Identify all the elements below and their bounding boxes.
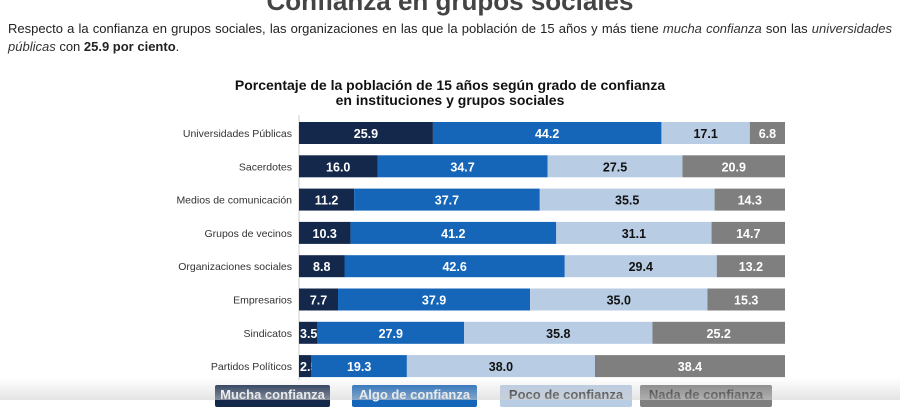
bar-segment <box>299 255 345 278</box>
data-label: 8.8 <box>313 260 330 274</box>
bar-segment <box>539 188 715 211</box>
bar-segment <box>299 355 312 378</box>
data-label: 6.8 <box>759 127 776 141</box>
category-label: Grupos de vecinos <box>204 228 292 240</box>
intro-emphasis: mucha confianza <box>662 21 762 36</box>
bar-segment <box>299 155 378 178</box>
bar-segment <box>350 221 557 244</box>
data-label: 16.0 <box>326 160 350 174</box>
intro-text: Respecto a la confianza en grupos social… <box>8 21 663 36</box>
data-label: 25.2 <box>707 327 731 341</box>
intro-emphasis: universidades públicas <box>8 21 893 54</box>
bar-segment <box>682 155 785 178</box>
bar-segment <box>464 321 653 344</box>
bar-segment <box>299 221 351 244</box>
bar-segment <box>564 255 717 278</box>
data-label: 37.9 <box>422 294 446 308</box>
bar-segment <box>377 155 548 178</box>
intro-paragraph: Respecto a la confianza en grupos social… <box>8 20 892 56</box>
bar-segment <box>594 355 785 378</box>
intro-text: con <box>55 39 84 54</box>
data-label: 10.3 <box>313 227 337 241</box>
bar-segment <box>299 188 355 211</box>
section-heading: Confianza en grupos sociales <box>266 0 634 16</box>
bar-segment <box>432 122 662 144</box>
bar-segment <box>338 288 531 311</box>
bar-segment <box>299 288 339 311</box>
data-label: 20.9 <box>722 160 746 174</box>
bar-segment <box>317 321 465 344</box>
data-label: 37.7 <box>435 194 459 208</box>
category-label: Sindicatos <box>244 328 292 340</box>
intro-text: son las <box>761 21 812 36</box>
bar-segment <box>406 355 595 378</box>
data-label: 17.1 <box>693 127 717 141</box>
category-label: Medios de comunicación <box>176 195 292 207</box>
intro-text: . <box>175 39 180 54</box>
data-label: 34.7 <box>450 160 474 174</box>
data-label: 27.5 <box>603 160 627 174</box>
data-label: 3.5 <box>300 327 317 341</box>
data-label: 35.8 <box>546 327 570 341</box>
category-label: Organizaciones sociales <box>178 261 292 273</box>
data-label: 31.1 <box>622 227 646 241</box>
bar-segment <box>547 155 683 178</box>
data-label: 14.7 <box>736 227 760 241</box>
data-label: 42.6 <box>442 260 466 274</box>
bar-segment <box>652 321 785 344</box>
bar-segment <box>716 255 785 278</box>
data-label: 35.0 <box>607 294 631 308</box>
data-label: 35.5 <box>615 194 639 208</box>
data-label: 14.3 <box>738 194 762 208</box>
bar-segment <box>311 355 407 378</box>
data-label: 13.2 <box>739 260 763 274</box>
bar-segment <box>711 221 785 244</box>
data-label: 25.9 <box>354 127 378 141</box>
data-label: 15.3 <box>734 294 758 308</box>
data-label: 38.4 <box>678 360 702 374</box>
intro-strong: 25.9 por ciento <box>83 39 176 54</box>
category-label: Universidades Públicas <box>183 128 292 140</box>
bar-segment <box>749 122 785 144</box>
bar-segment <box>556 221 712 244</box>
bar-segment <box>661 122 750 144</box>
bar-segment <box>530 288 708 311</box>
data-label: 11.2 <box>315 194 339 208</box>
data-label: 38.0 <box>489 360 513 374</box>
bar-segment <box>344 255 565 278</box>
category-label: Partidos Políticos <box>211 361 292 373</box>
chart-title: Porcentaje de la población de 15 años se… <box>234 77 666 108</box>
data-label: 27.9 <box>379 327 403 341</box>
category-label: Empresarios <box>233 295 292 307</box>
bar-segment <box>354 188 540 211</box>
data-label: 41.2 <box>441 227 465 241</box>
data-label: 7.7 <box>310 294 327 308</box>
category-label: Sacerdotes <box>239 161 292 173</box>
video-overlay-fade <box>0 378 900 400</box>
bar-segment <box>707 288 785 311</box>
data-label: 44.2 <box>535 127 559 141</box>
bar-segment <box>299 122 433 144</box>
data-label: 19.3 <box>347 360 371 374</box>
bar-segment <box>299 321 318 344</box>
data-label: 29.4 <box>629 260 653 274</box>
bar-segment <box>714 188 785 211</box>
